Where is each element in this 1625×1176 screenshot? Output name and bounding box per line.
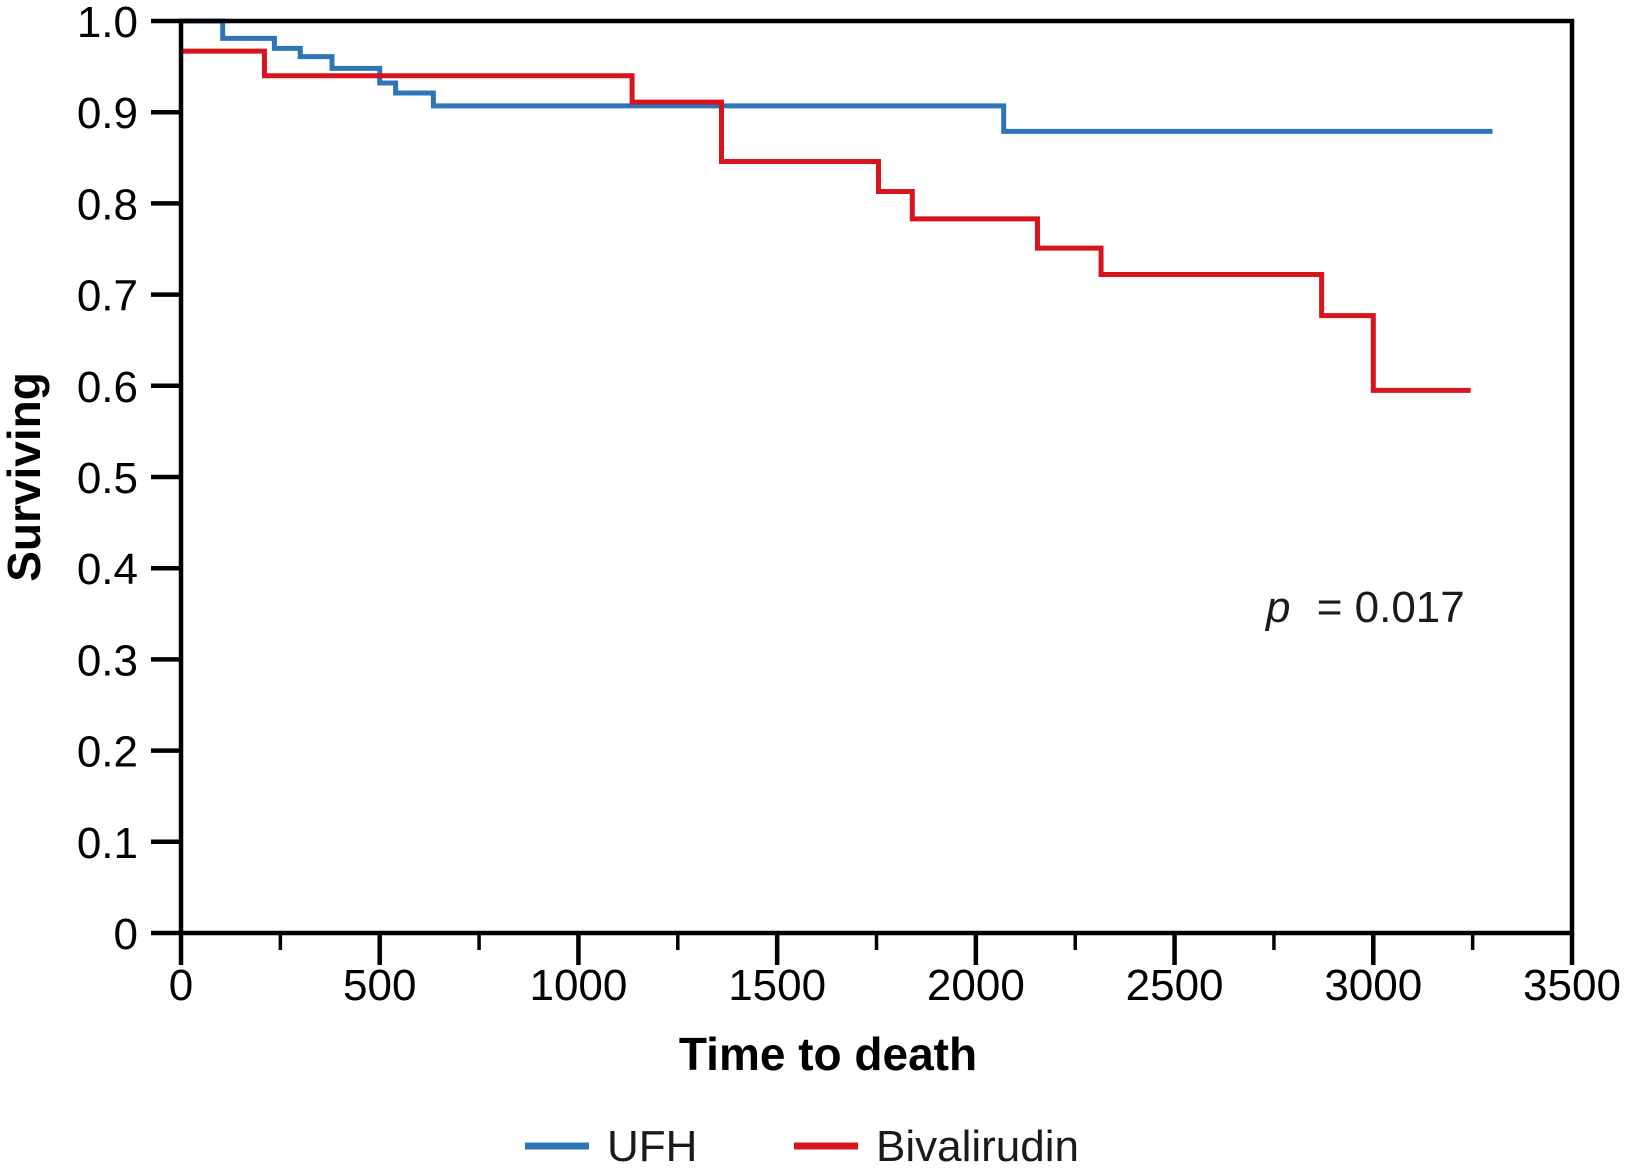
series-bivalirudin <box>181 48 1471 393</box>
y-tick-label: 0.6 <box>77 363 138 412</box>
p-value-text: = 0.017 <box>1317 583 1465 632</box>
legend: UFH Bivalirudin <box>525 1122 1079 1171</box>
y-tick-label: 0.5 <box>77 454 138 503</box>
y-tick-label: 0 <box>114 910 138 959</box>
x-tick-label: 3000 <box>1324 961 1422 1010</box>
p-value-symbol: p <box>1264 583 1290 632</box>
y-tick-label: 1.0 <box>77 0 138 47</box>
x-tick-label: 2500 <box>1126 961 1224 1010</box>
series-ufh <box>181 18 1493 134</box>
plot-frame <box>178 18 1575 936</box>
x-tick-label: 1000 <box>529 961 627 1010</box>
x-tick-label: 2000 <box>927 961 1025 1010</box>
x-tick-label: 500 <box>343 961 416 1010</box>
y-tick-label: 0.4 <box>77 545 138 594</box>
legend-label-bivalirudin: Bivalirudin <box>876 1122 1079 1171</box>
y-tick-label: 0.8 <box>77 180 138 229</box>
x-axis-title: Time to death <box>679 1028 977 1080</box>
ticks-group: 0 500 1000 1500 2000 2500 3000 3500 1.0 0.9 0.8 0.7… <box>77 0 1621 1010</box>
y-tick-label: 0.1 <box>77 819 138 868</box>
legend-label-ufh: UFH <box>607 1122 697 1171</box>
x-tick-label: 1500 <box>728 961 826 1010</box>
p-value-annotation: p = 0.017 <box>1264 583 1465 632</box>
x-tick-label: 0 <box>169 961 193 1010</box>
y-tick-label: 0.2 <box>77 728 138 777</box>
x-tick-label: 3500 <box>1523 961 1621 1010</box>
y-tick-label: 0.7 <box>77 272 138 321</box>
y-axis-title: Surviving <box>0 372 50 582</box>
y-tick-label: 0.3 <box>77 636 138 685</box>
y-tick-label: 0.9 <box>77 89 138 138</box>
series-group <box>181 18 1493 393</box>
